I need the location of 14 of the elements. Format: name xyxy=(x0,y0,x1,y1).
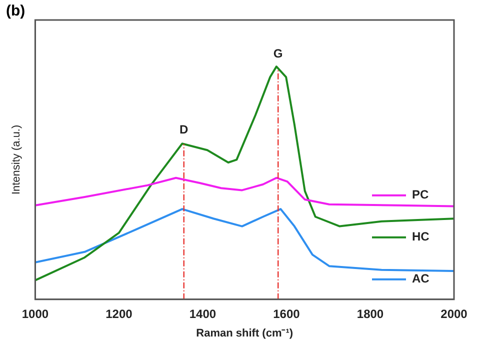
x-tick-label: 1200 xyxy=(106,306,133,321)
chart-title: (b) xyxy=(6,2,26,20)
x-tick-label: 1800 xyxy=(356,306,384,321)
x-tick-label: 1400 xyxy=(189,306,216,321)
y-axis-title: Intensity (a.u.) xyxy=(10,124,23,195)
x-tick-label: 1000 xyxy=(22,306,49,321)
ref-line-label: D xyxy=(180,122,189,136)
ref-line-label: G xyxy=(273,46,283,61)
x-tick-label: 2000 xyxy=(440,306,468,321)
x-tick-label: 1600 xyxy=(273,306,300,321)
legend-label: AC xyxy=(412,272,430,286)
legend-label: HC xyxy=(412,230,430,244)
legend-label: PC xyxy=(412,188,430,202)
x-axis-title: Raman shift (cm⁻¹) xyxy=(196,327,294,340)
